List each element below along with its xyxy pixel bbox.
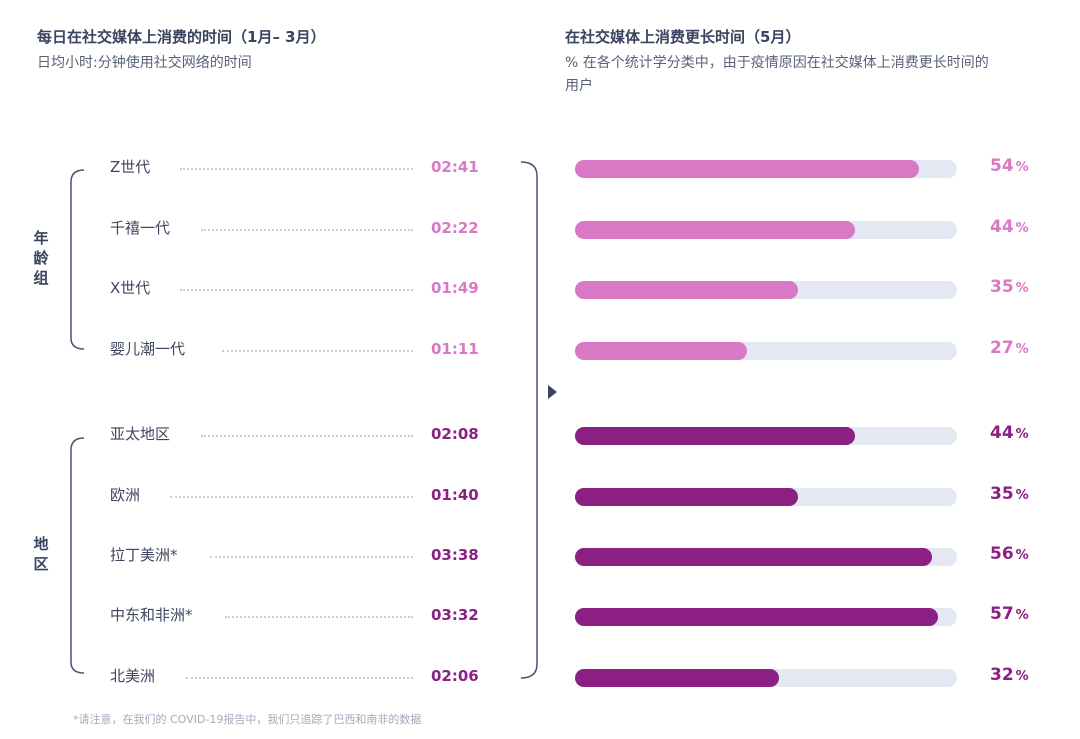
percent-sign: % [1015,608,1029,623]
category-label: 千禧一代 [110,219,171,237]
dotted-leader [201,435,413,437]
bar-track [575,221,957,239]
percent-sign: % [1015,548,1029,563]
category-label: 亚太地区 [110,425,171,443]
bar [575,160,919,178]
percent-sign: % [1015,427,1029,442]
bar-track [575,281,957,299]
bar [575,342,747,360]
bar-track [575,669,957,687]
time-value: 02:08 [431,425,479,443]
percent-label: 44% [990,423,1029,445]
time-value: 01:11 [431,340,479,358]
time-value: 02:22 [431,219,479,237]
percent-label: 27% [990,338,1029,360]
percent-value: 35 [990,484,1014,504]
region-group-label: 地区 [33,535,49,573]
bar-track [575,488,957,506]
bar [575,488,798,506]
dotted-leader [222,350,413,352]
bar [575,281,798,299]
right-panel-title: 在社交媒体上消费更长时间（5月） [565,28,801,46]
left-panel-title: 每日在社交媒体上消费的时间（1月– 3月） [37,28,326,46]
time-value: 03:38 [431,546,479,564]
bar [575,427,855,445]
category-label: 北美洲 [110,667,156,685]
time-value: 02:41 [431,158,479,176]
bar-track [575,342,957,360]
percent-label: 35% [990,277,1029,299]
category-label: Z世代 [110,158,151,176]
percent-value: 56 [990,544,1014,564]
percent-label: 56% [990,544,1029,566]
footnote: *请注意，在我们的 COVID-19报告中，我们只追踪了巴西和南非的数据 [73,713,422,726]
time-value: 02:06 [431,667,479,685]
bar [575,669,779,687]
time-value: 03:32 [431,606,479,624]
percent-sign: % [1015,221,1029,236]
category-label: 拉丁美洲* [110,546,178,564]
dotted-leader [180,289,413,291]
percent-value: 44 [990,423,1014,443]
percent-value: 35 [990,277,1014,297]
time-value: 01:49 [431,279,479,297]
percent-value: 54 [990,156,1014,176]
bar-track [575,160,957,178]
percent-value: 44 [990,217,1014,237]
percent-label: 35% [990,484,1029,506]
percent-sign: % [1015,669,1029,684]
bar-track [575,548,957,566]
bar [575,548,932,566]
percent-value: 32 [990,665,1014,685]
percent-sign: % [1015,160,1029,175]
percent-sign: % [1015,488,1029,503]
left-panel-subtitle: 日均小时:分钟使用社交网络的时间 [37,55,252,71]
bar-track [575,427,957,445]
age-group-brace [70,169,85,350]
dotted-leader [180,168,413,170]
arrow-icon [548,385,557,399]
bar [575,608,938,626]
closing-brace [520,161,538,679]
dotted-leader [201,229,413,231]
region-group-brace [70,437,85,674]
category-label: 欧洲 [110,486,141,504]
percent-label: 57% [990,604,1029,626]
percent-value: 57 [990,604,1014,624]
percent-label: 32% [990,665,1029,687]
percent-value: 27 [990,338,1014,358]
percent-sign: % [1015,281,1029,296]
dotted-leader [210,556,413,558]
percent-label: 44% [990,217,1029,239]
age-group-label: 年龄组 [33,229,49,287]
percent-sign: % [1015,342,1029,357]
percent-label: 54% [990,156,1029,178]
category-label: 中东和非洲* [110,606,193,624]
right-panel-subtitle: % 在各个统计学分类中，由于疫情原因在社交媒体上消费更长时间的用户 [565,55,989,94]
bar-track [575,608,957,626]
dotted-leader [186,677,413,679]
category-label: 婴儿潮一代 [110,340,186,358]
bar [575,221,855,239]
dotted-leader [225,616,413,618]
category-label: X世代 [110,279,151,297]
dotted-leader [170,496,413,498]
time-value: 01:40 [431,486,479,504]
